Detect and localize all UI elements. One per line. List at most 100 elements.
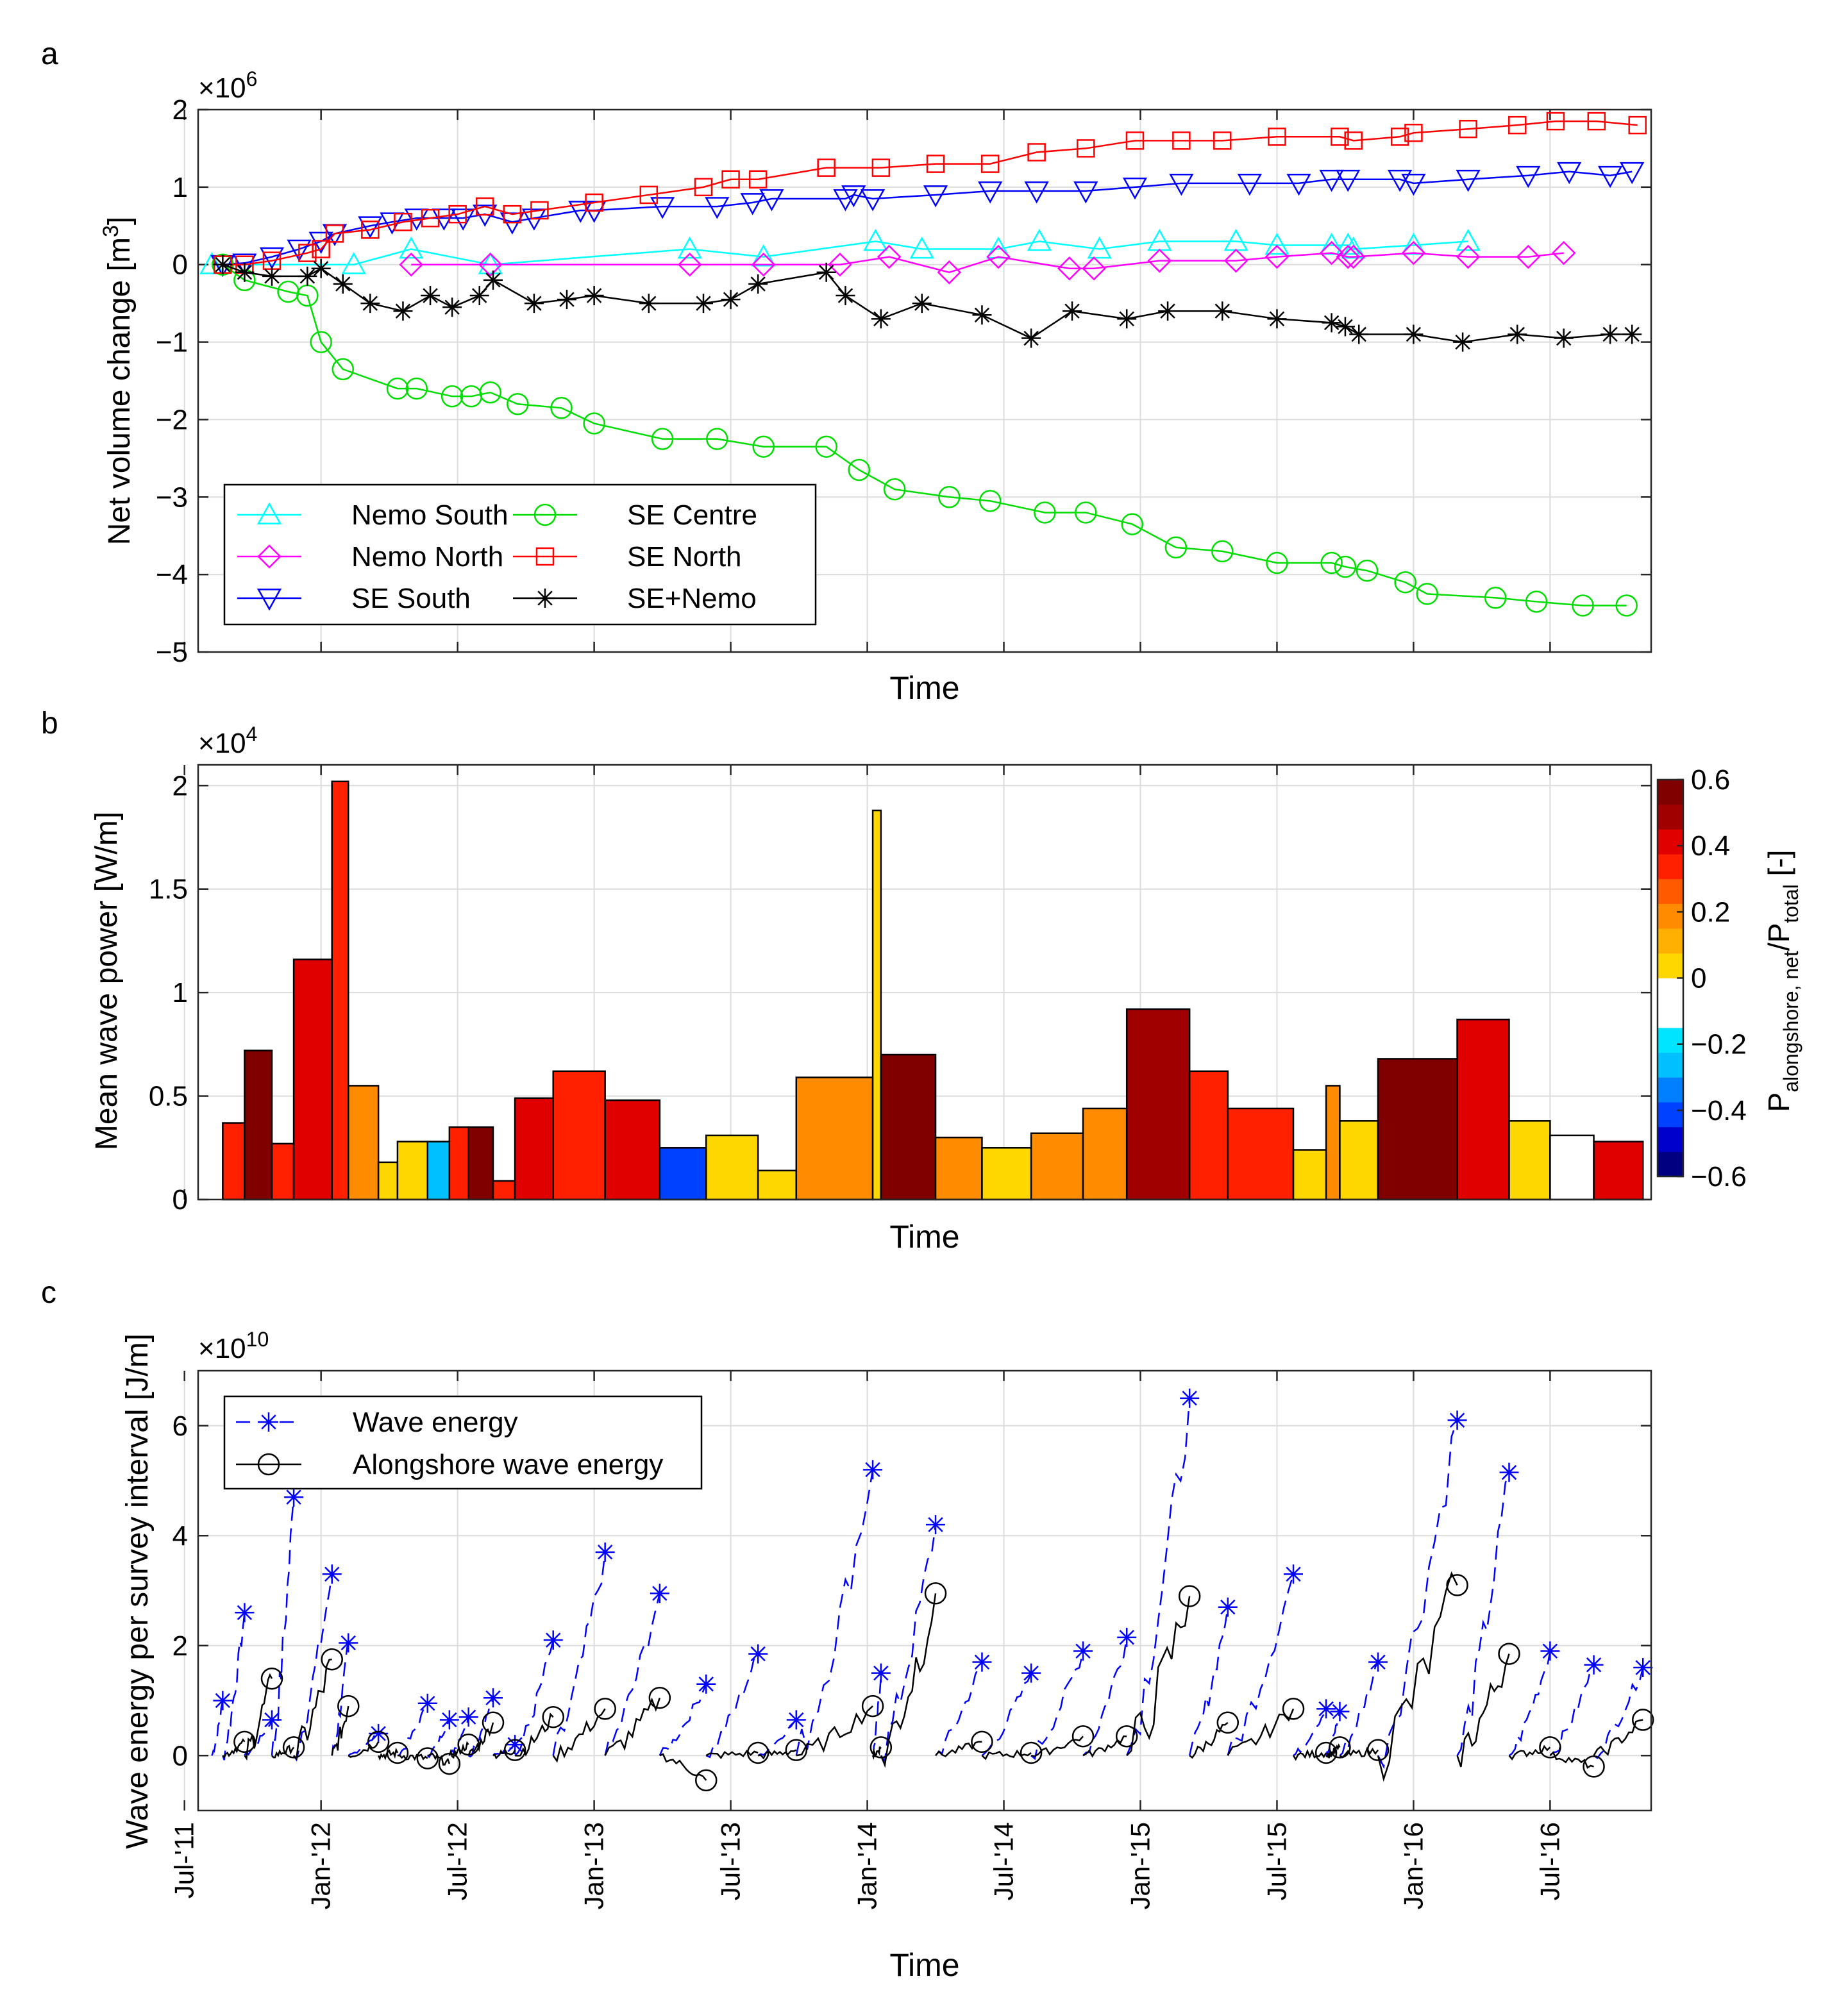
data-point bbox=[1390, 128, 1409, 146]
panel-label-c: c bbox=[41, 1276, 56, 1310]
data-point bbox=[1169, 173, 1194, 196]
legend-label: SE Centre bbox=[627, 499, 757, 531]
panel-b: 0 0.5 1 1.5 2 ×104 Mean wave power [W/m] Tim… bbox=[90, 723, 1802, 1255]
data-point bbox=[751, 252, 776, 277]
panel-b-xlabel: Time bbox=[889, 1219, 959, 1255]
legend-label: Nemo North bbox=[351, 541, 503, 573]
data-point bbox=[639, 185, 659, 205]
data-point bbox=[550, 397, 573, 419]
data-point bbox=[1087, 236, 1112, 259]
xtick-label: Jan-'15 bbox=[1125, 1822, 1155, 1909]
data-point bbox=[1401, 232, 1426, 255]
wave-power-bar bbox=[426, 1141, 451, 1201]
data-point bbox=[321, 1648, 343, 1671]
ytick-label: −1 bbox=[156, 327, 188, 358]
segment-line bbox=[1227, 1573, 1295, 1756]
segment-line bbox=[1377, 1419, 1458, 1770]
data-point bbox=[841, 185, 866, 208]
xtick-label: Jul-'15 bbox=[1261, 1822, 1291, 1900]
series-line bbox=[223, 171, 1633, 265]
data-point bbox=[972, 305, 992, 325]
data-point bbox=[1366, 1739, 1390, 1761]
data-point bbox=[1117, 309, 1137, 329]
segment-line bbox=[1082, 1637, 1128, 1757]
segment-line bbox=[331, 1705, 349, 1756]
data-point bbox=[1117, 1627, 1137, 1647]
data-point bbox=[1172, 131, 1191, 150]
segment-line bbox=[880, 1593, 937, 1768]
data-point bbox=[1334, 555, 1357, 578]
data-point bbox=[1631, 1709, 1654, 1731]
data-point bbox=[341, 252, 366, 274]
data-point bbox=[421, 208, 440, 228]
segment-line bbox=[244, 1719, 273, 1756]
colorbar-tick-label: 0.2 bbox=[1691, 896, 1730, 928]
segment-line bbox=[1456, 1472, 1510, 1756]
wave-power-bar bbox=[1082, 1107, 1128, 1201]
legend-entry: Nemo North bbox=[237, 541, 503, 573]
data-point bbox=[705, 197, 730, 219]
data-point bbox=[1027, 143, 1046, 162]
segment-line bbox=[1189, 1721, 1229, 1759]
wave-power-bar bbox=[795, 1076, 874, 1201]
legend-marker bbox=[257, 544, 281, 569]
segment-line bbox=[1292, 1748, 1327, 1761]
colorbar-label: Palongshore, net/Ptotal [-] bbox=[1762, 850, 1802, 1112]
ytick-label: 1.5 bbox=[149, 874, 188, 905]
data-point bbox=[1554, 328, 1574, 348]
data-point bbox=[1446, 1574, 1468, 1596]
data-point bbox=[1453, 332, 1473, 352]
series-wave-energy bbox=[211, 1388, 1653, 1770]
data-point bbox=[748, 170, 768, 189]
data-point bbox=[478, 252, 503, 277]
panel-c-ytick-labels: 0 2 4 6 bbox=[172, 1410, 188, 1772]
segment-line bbox=[222, 1612, 246, 1761]
data-point bbox=[1266, 551, 1288, 574]
data-point bbox=[721, 170, 740, 189]
segment-line bbox=[514, 1639, 554, 1757]
segment-line bbox=[1339, 1661, 1379, 1757]
data-point bbox=[1319, 240, 1344, 265]
data-point bbox=[1034, 501, 1056, 524]
legend-entry: SE North bbox=[513, 541, 742, 573]
data-point bbox=[1164, 536, 1188, 559]
data-point bbox=[483, 1688, 503, 1708]
wave-power-bar bbox=[467, 1126, 494, 1201]
wave-power-bar bbox=[1125, 1008, 1191, 1201]
segment-line bbox=[222, 1737, 246, 1759]
data-point bbox=[311, 258, 331, 278]
ytick-label: 0.5 bbox=[149, 1081, 188, 1112]
data-point bbox=[475, 197, 494, 216]
data-point bbox=[1213, 131, 1232, 150]
data-point bbox=[1484, 587, 1507, 609]
data-point bbox=[979, 490, 1002, 512]
ytick-label: 1 bbox=[172, 172, 188, 203]
data-point bbox=[1284, 1564, 1304, 1584]
xtick-label: Jan-'14 bbox=[852, 1822, 882, 1909]
colorbar-segment bbox=[1658, 854, 1683, 880]
data-point bbox=[1447, 1410, 1467, 1430]
segment-line bbox=[271, 1744, 295, 1759]
legend-marker bbox=[535, 547, 555, 566]
data-point bbox=[926, 1515, 946, 1535]
segment-line bbox=[1508, 1744, 1551, 1761]
legend-entry: SE+Nemo bbox=[513, 583, 757, 614]
data-point bbox=[1315, 1741, 1338, 1764]
legend-marker bbox=[535, 589, 555, 608]
data-point bbox=[1341, 244, 1366, 269]
data-point bbox=[1615, 594, 1638, 617]
data-point bbox=[469, 286, 489, 306]
data-point bbox=[583, 412, 605, 435]
data-point bbox=[360, 294, 380, 314]
colorbar-segment bbox=[1658, 1027, 1683, 1053]
segment-line bbox=[705, 1750, 759, 1759]
data-point bbox=[1456, 244, 1481, 269]
data-point bbox=[1620, 162, 1645, 185]
data-point bbox=[648, 1686, 671, 1709]
wave-power-bar bbox=[271, 1142, 295, 1201]
panel-c: 0 2 4 6 Jul-'11 Jan-'12 Jul-'12 Jan-'13 Jul-'13… bbox=[121, 1328, 1654, 1983]
legend-marker bbox=[257, 1453, 280, 1476]
colorbar-segment bbox=[1658, 1151, 1683, 1177]
segment-line bbox=[1549, 1664, 1595, 1757]
data-point bbox=[926, 155, 945, 173]
